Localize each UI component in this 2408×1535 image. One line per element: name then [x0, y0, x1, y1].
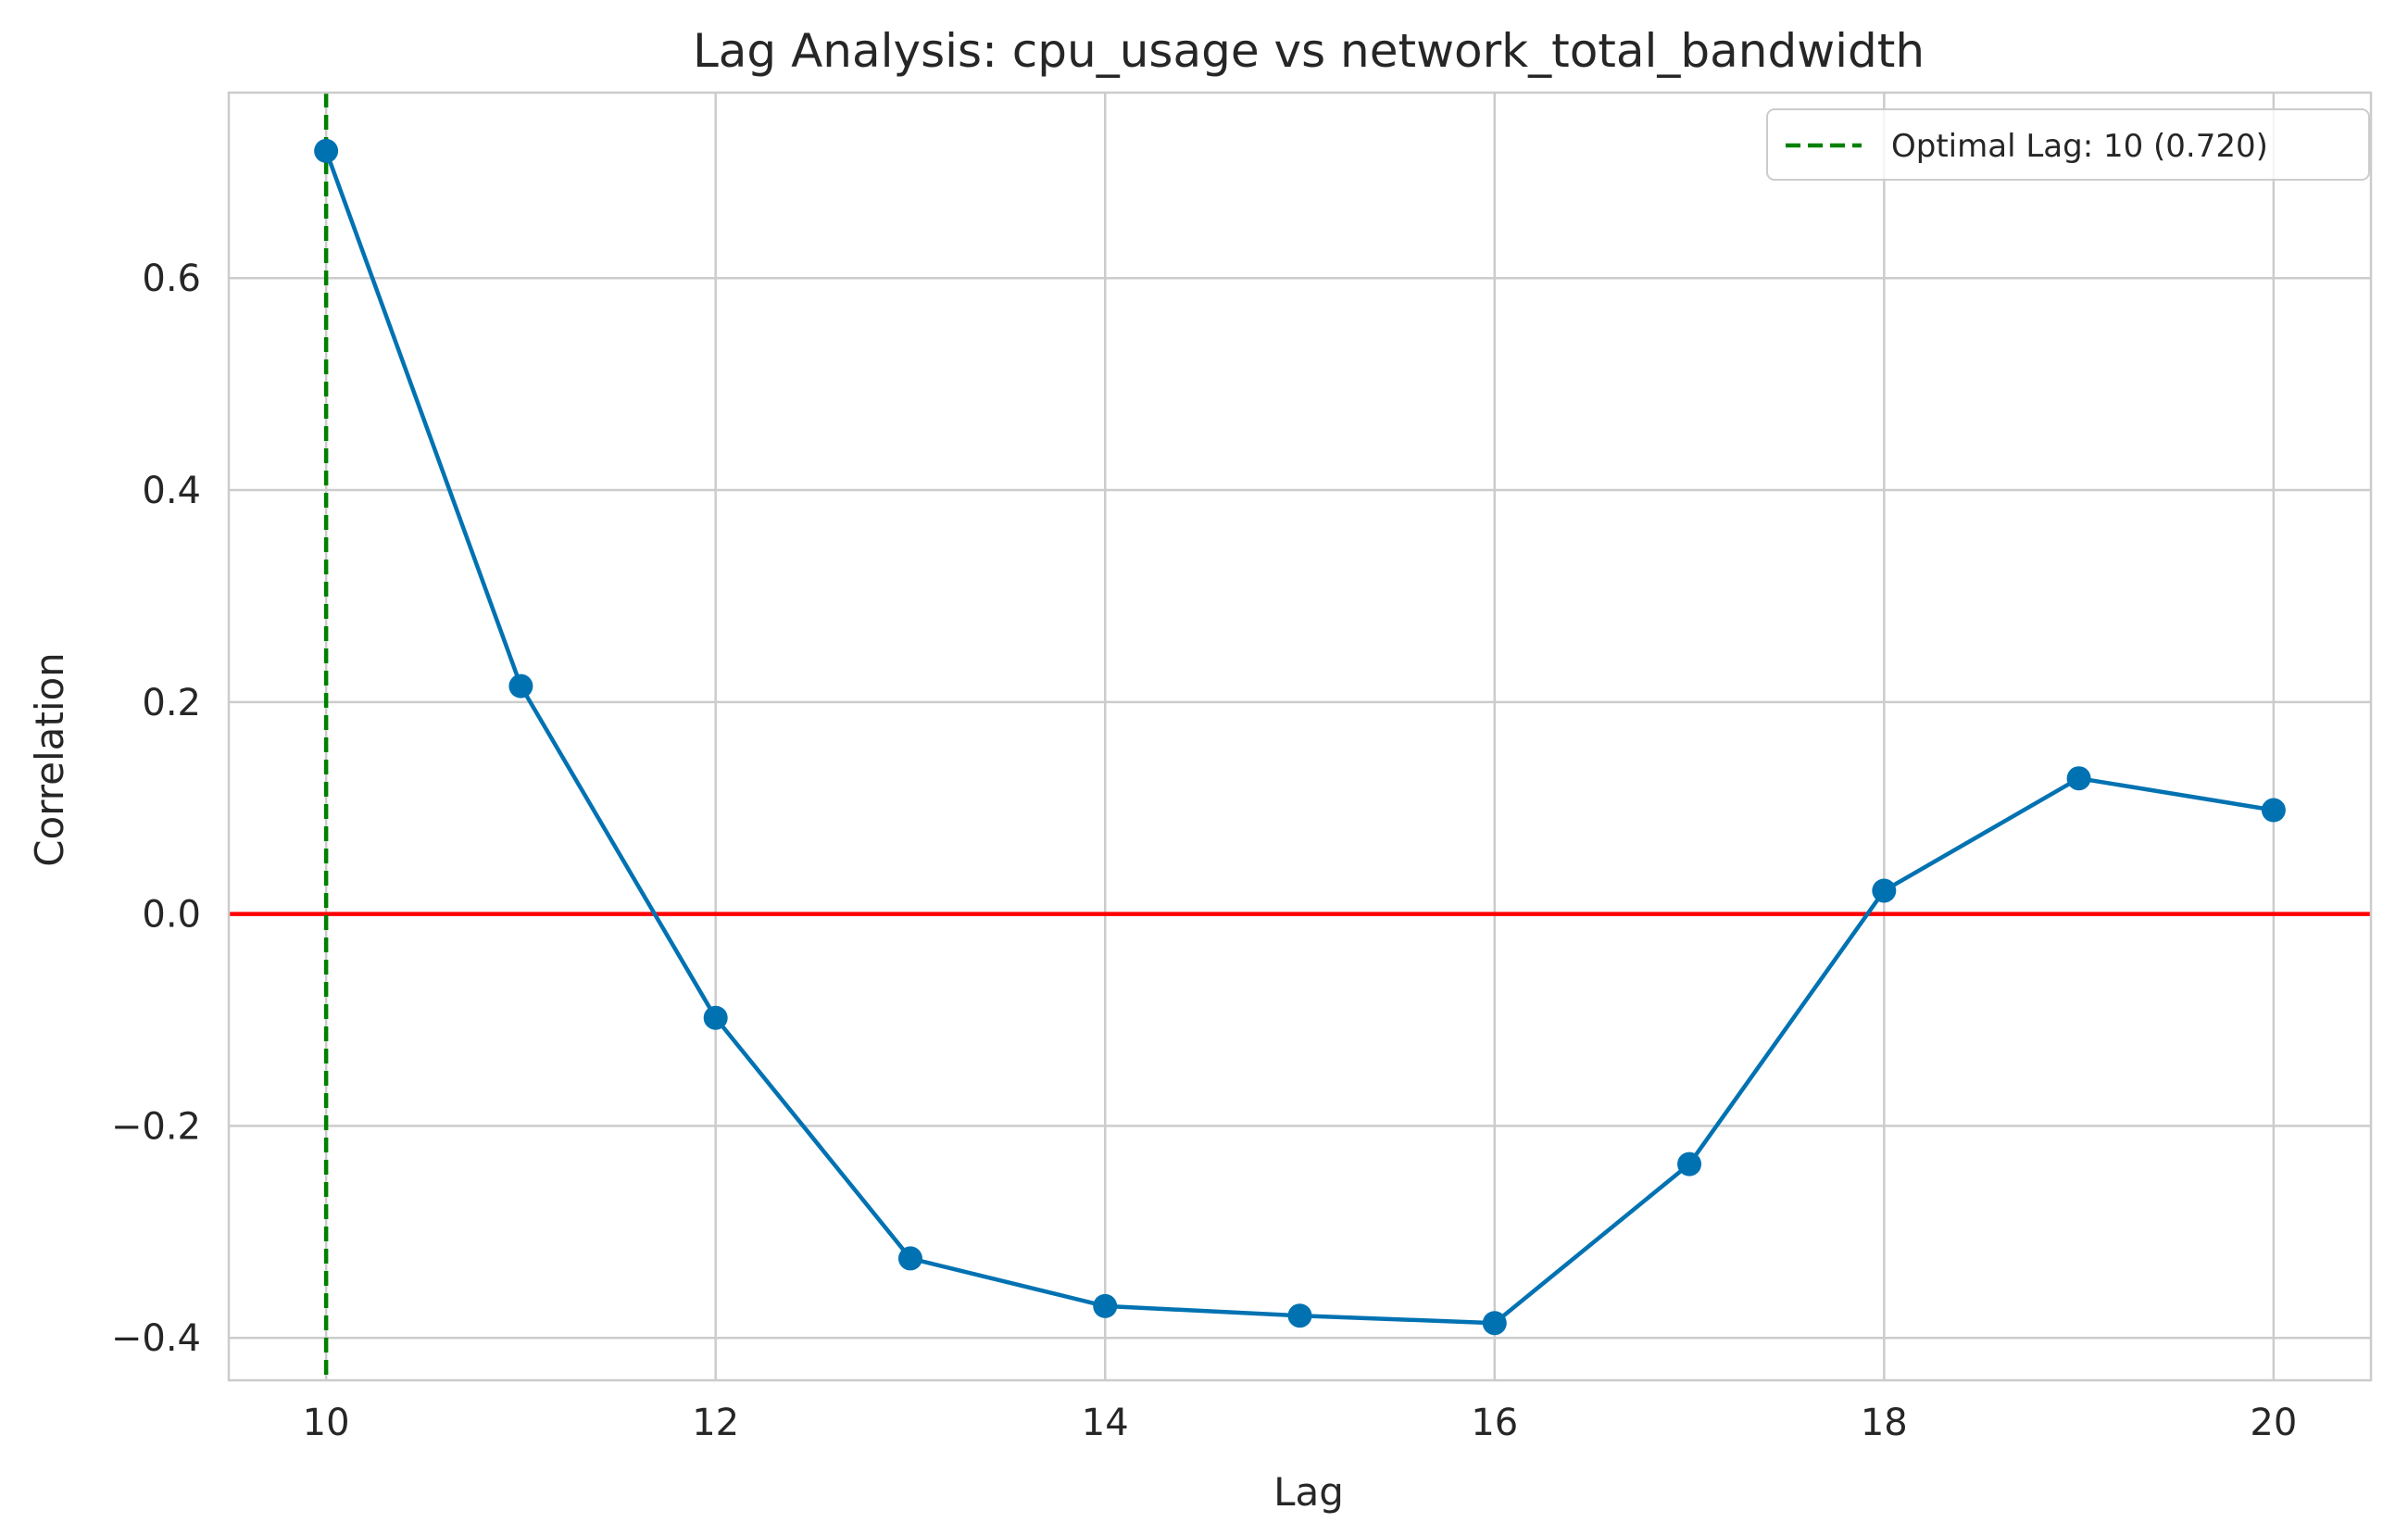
x-tick-label: 16: [1471, 1402, 1518, 1444]
data-point: [1093, 1293, 1118, 1318]
y-tick-label: 0.0: [142, 894, 201, 937]
y-tick-label: −0.2: [111, 1105, 201, 1148]
data-point: [703, 1005, 728, 1030]
x-tick-label: 10: [303, 1402, 350, 1444]
data-point: [314, 138, 339, 163]
reference-lines: [229, 93, 2371, 1380]
data-point: [1482, 1311, 1507, 1336]
x-tick-label: 12: [692, 1402, 739, 1444]
legend: Optimal Lag: 10 (0.720): [1766, 108, 2370, 181]
data-point: [1287, 1303, 1312, 1328]
legend-label-optimal-lag: Optimal Lag: 10 (0.720): [1891, 128, 2268, 165]
legend-box: [1766, 108, 2370, 181]
x-tick-label: 20: [2250, 1402, 2297, 1444]
data-point: [2066, 766, 2091, 791]
data-series: [314, 138, 2286, 1336]
data-point: [508, 673, 533, 698]
x-tick-label: 18: [1861, 1402, 1908, 1444]
plot-area-frame: [227, 91, 2373, 1382]
x-axis-label: Lag: [1273, 1469, 1344, 1515]
data-point: [2261, 798, 2286, 823]
y-tick-label: −0.4: [111, 1317, 201, 1360]
y-tick-label: 0.4: [142, 470, 201, 512]
x-tick-label: 14: [1082, 1402, 1129, 1444]
y-tick-label: 0.2: [142, 682, 201, 724]
y-axis-label: Correlation: [27, 652, 72, 867]
x-axis-ticks: 10 12 14 16 18 20: [303, 1402, 2298, 1444]
data-point: [1872, 878, 1897, 903]
data-point: [897, 1246, 922, 1271]
data-point: [1677, 1151, 1702, 1176]
y-axis-ticks: 0.6 0.4 0.2 0.0 −0.2 −0.4: [111, 258, 201, 1360]
chart-title: Lag Analysis: cpu_usage vs network_total…: [693, 24, 1925, 78]
y-tick-label: 0.6: [142, 258, 201, 300]
